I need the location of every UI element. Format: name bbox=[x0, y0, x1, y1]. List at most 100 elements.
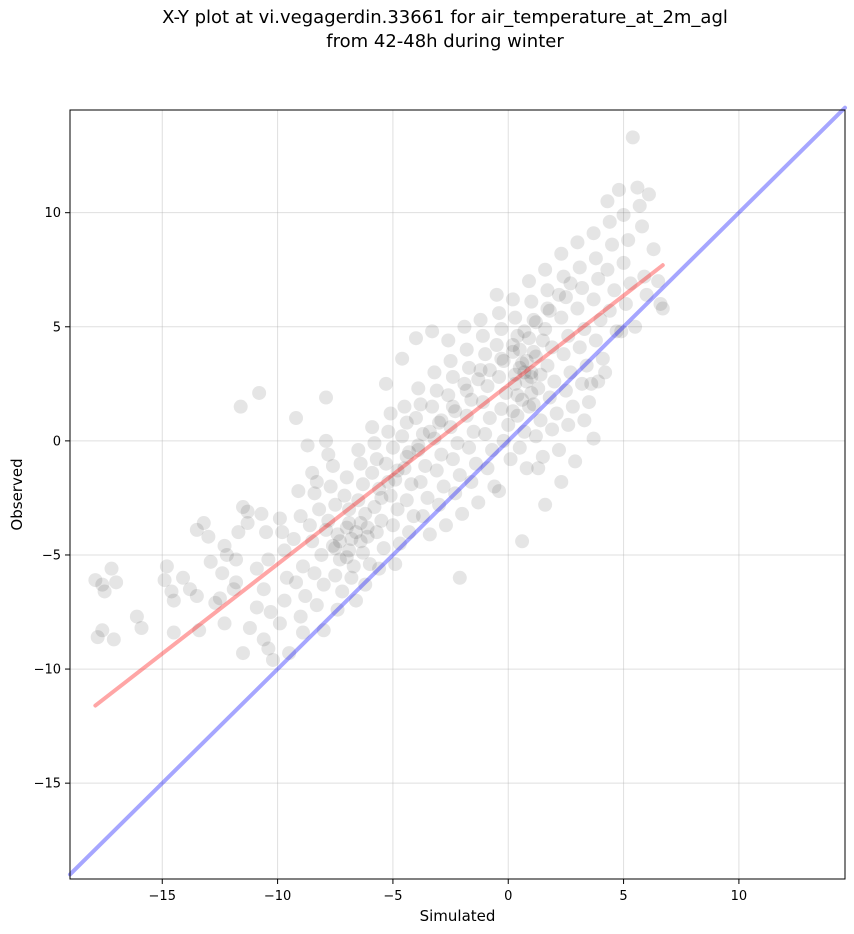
data-point bbox=[189, 589, 204, 604]
data-point bbox=[415, 509, 430, 524]
data-point bbox=[425, 324, 440, 339]
data-point bbox=[432, 415, 447, 430]
data-point bbox=[554, 310, 569, 325]
data-point bbox=[233, 399, 248, 414]
data-point bbox=[305, 465, 320, 480]
data-point bbox=[471, 495, 486, 510]
x-tick-label: 5 bbox=[619, 889, 627, 904]
data-point bbox=[558, 383, 573, 398]
data-point bbox=[381, 424, 396, 439]
data-point bbox=[517, 324, 532, 339]
data-point bbox=[229, 575, 244, 590]
data-point bbox=[563, 276, 578, 291]
data-point bbox=[196, 516, 211, 531]
data-point bbox=[259, 525, 274, 540]
data-point bbox=[487, 479, 502, 494]
data-point bbox=[556, 269, 571, 284]
data-point bbox=[588, 333, 603, 348]
data-point bbox=[441, 333, 456, 348]
data-point bbox=[616, 207, 631, 222]
data-point bbox=[496, 433, 511, 448]
x-tick-label: 10 bbox=[731, 889, 748, 904]
data-point bbox=[369, 525, 384, 540]
data-point bbox=[586, 292, 601, 307]
data-point bbox=[422, 424, 437, 439]
data-point bbox=[524, 369, 539, 384]
data-point bbox=[443, 354, 458, 369]
data-point bbox=[272, 511, 287, 526]
data-point bbox=[337, 488, 352, 503]
data-point bbox=[367, 500, 382, 515]
data-point bbox=[614, 324, 629, 339]
data-point bbox=[388, 557, 403, 572]
data-point bbox=[344, 531, 359, 546]
data-point bbox=[535, 333, 550, 348]
data-point bbox=[464, 392, 479, 407]
data-point bbox=[623, 276, 638, 291]
data-point bbox=[342, 502, 357, 517]
data-point bbox=[369, 452, 384, 467]
data-point bbox=[291, 484, 306, 499]
data-point bbox=[109, 575, 124, 590]
data-point bbox=[492, 484, 507, 499]
data-point bbox=[378, 376, 393, 391]
data-point bbox=[462, 360, 477, 375]
data-point bbox=[208, 595, 223, 610]
data-point bbox=[478, 427, 493, 442]
data-point bbox=[166, 625, 181, 640]
data-point bbox=[328, 497, 343, 512]
data-point bbox=[201, 529, 216, 544]
data-point bbox=[129, 609, 144, 624]
data-point bbox=[519, 354, 534, 369]
identity-line bbox=[68, 105, 847, 877]
data-point bbox=[445, 369, 460, 384]
data-point bbox=[575, 376, 590, 391]
data-point bbox=[418, 458, 433, 473]
data-point bbox=[390, 502, 405, 517]
data-point bbox=[272, 616, 287, 631]
data-point bbox=[510, 388, 525, 403]
x-tick-label: −15 bbox=[149, 889, 176, 904]
data-point bbox=[545, 422, 560, 437]
data-point bbox=[189, 522, 204, 537]
data-point bbox=[501, 417, 516, 432]
data-point bbox=[235, 500, 250, 515]
data-point bbox=[88, 573, 103, 588]
data-point bbox=[360, 520, 375, 535]
data-point bbox=[295, 559, 310, 574]
fit-lines bbox=[68, 105, 847, 877]
y-axis-label: Observed bbox=[8, 458, 26, 530]
data-point bbox=[494, 401, 509, 416]
data-point bbox=[545, 340, 560, 355]
data-point bbox=[540, 358, 555, 373]
data-point bbox=[517, 424, 532, 439]
data-point bbox=[330, 527, 345, 542]
data-point bbox=[381, 474, 396, 489]
data-point bbox=[533, 413, 548, 428]
data-point bbox=[335, 584, 350, 599]
data-point bbox=[455, 506, 470, 521]
data-point bbox=[584, 376, 599, 391]
data-point bbox=[593, 312, 608, 327]
data-point bbox=[429, 383, 444, 398]
data-point bbox=[549, 406, 564, 421]
data-point bbox=[468, 456, 483, 471]
data-point bbox=[399, 493, 414, 508]
data-point bbox=[526, 312, 541, 327]
data-point bbox=[452, 570, 467, 585]
data-point bbox=[528, 349, 543, 364]
data-point bbox=[235, 646, 250, 661]
data-point bbox=[321, 447, 336, 462]
data-point bbox=[651, 274, 666, 289]
data-point bbox=[316, 577, 331, 592]
data-point bbox=[480, 379, 495, 394]
data-point bbox=[355, 545, 370, 560]
data-point bbox=[586, 431, 601, 446]
data-point bbox=[625, 130, 640, 145]
data-point bbox=[505, 404, 520, 419]
data-point bbox=[344, 570, 359, 585]
data-point bbox=[399, 449, 414, 464]
data-point bbox=[498, 385, 513, 400]
data-point bbox=[95, 577, 110, 592]
data-point bbox=[176, 570, 191, 585]
